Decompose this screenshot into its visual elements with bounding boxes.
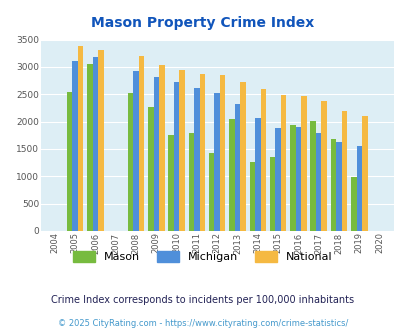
Bar bbox=[188, 133, 194, 231]
Bar bbox=[310, 120, 315, 231]
Bar bbox=[321, 101, 326, 231]
Bar bbox=[361, 116, 367, 231]
Bar bbox=[275, 128, 280, 231]
Text: © 2025 CityRating.com - https://www.cityrating.com/crime-statistics/: © 2025 CityRating.com - https://www.city… bbox=[58, 319, 347, 328]
Bar bbox=[139, 56, 144, 231]
Bar bbox=[98, 50, 103, 231]
Bar bbox=[179, 70, 184, 231]
Bar bbox=[87, 64, 92, 231]
Bar bbox=[148, 107, 153, 231]
Bar bbox=[280, 95, 286, 231]
Bar bbox=[335, 142, 341, 231]
Text: Crime Index corresponds to incidents per 100,000 inhabitants: Crime Index corresponds to incidents per… bbox=[51, 295, 354, 305]
Bar bbox=[173, 82, 179, 231]
Bar bbox=[194, 88, 199, 231]
Text: Mason Property Crime Index: Mason Property Crime Index bbox=[91, 16, 314, 30]
Bar bbox=[269, 157, 275, 231]
Bar bbox=[249, 162, 254, 231]
Bar bbox=[209, 153, 214, 231]
Legend: Mason, Michigan, National: Mason, Michigan, National bbox=[68, 247, 337, 267]
Bar bbox=[315, 133, 321, 231]
Bar bbox=[72, 61, 78, 231]
Bar bbox=[341, 111, 346, 231]
Bar bbox=[234, 104, 240, 231]
Bar bbox=[128, 93, 133, 231]
Bar bbox=[92, 56, 98, 231]
Bar bbox=[290, 125, 295, 231]
Bar bbox=[133, 71, 139, 231]
Bar bbox=[301, 96, 306, 231]
Bar bbox=[168, 135, 173, 231]
Bar bbox=[214, 93, 220, 231]
Bar bbox=[330, 139, 335, 231]
Bar bbox=[350, 178, 356, 231]
Bar bbox=[356, 146, 361, 231]
Bar bbox=[67, 91, 72, 231]
Bar bbox=[159, 65, 164, 231]
Bar bbox=[260, 89, 265, 231]
Bar bbox=[78, 46, 83, 231]
Bar bbox=[199, 74, 205, 231]
Bar bbox=[153, 77, 159, 231]
Bar bbox=[295, 126, 301, 231]
Bar bbox=[254, 118, 260, 231]
Bar bbox=[220, 75, 225, 231]
Bar bbox=[229, 119, 234, 231]
Bar bbox=[240, 82, 245, 231]
